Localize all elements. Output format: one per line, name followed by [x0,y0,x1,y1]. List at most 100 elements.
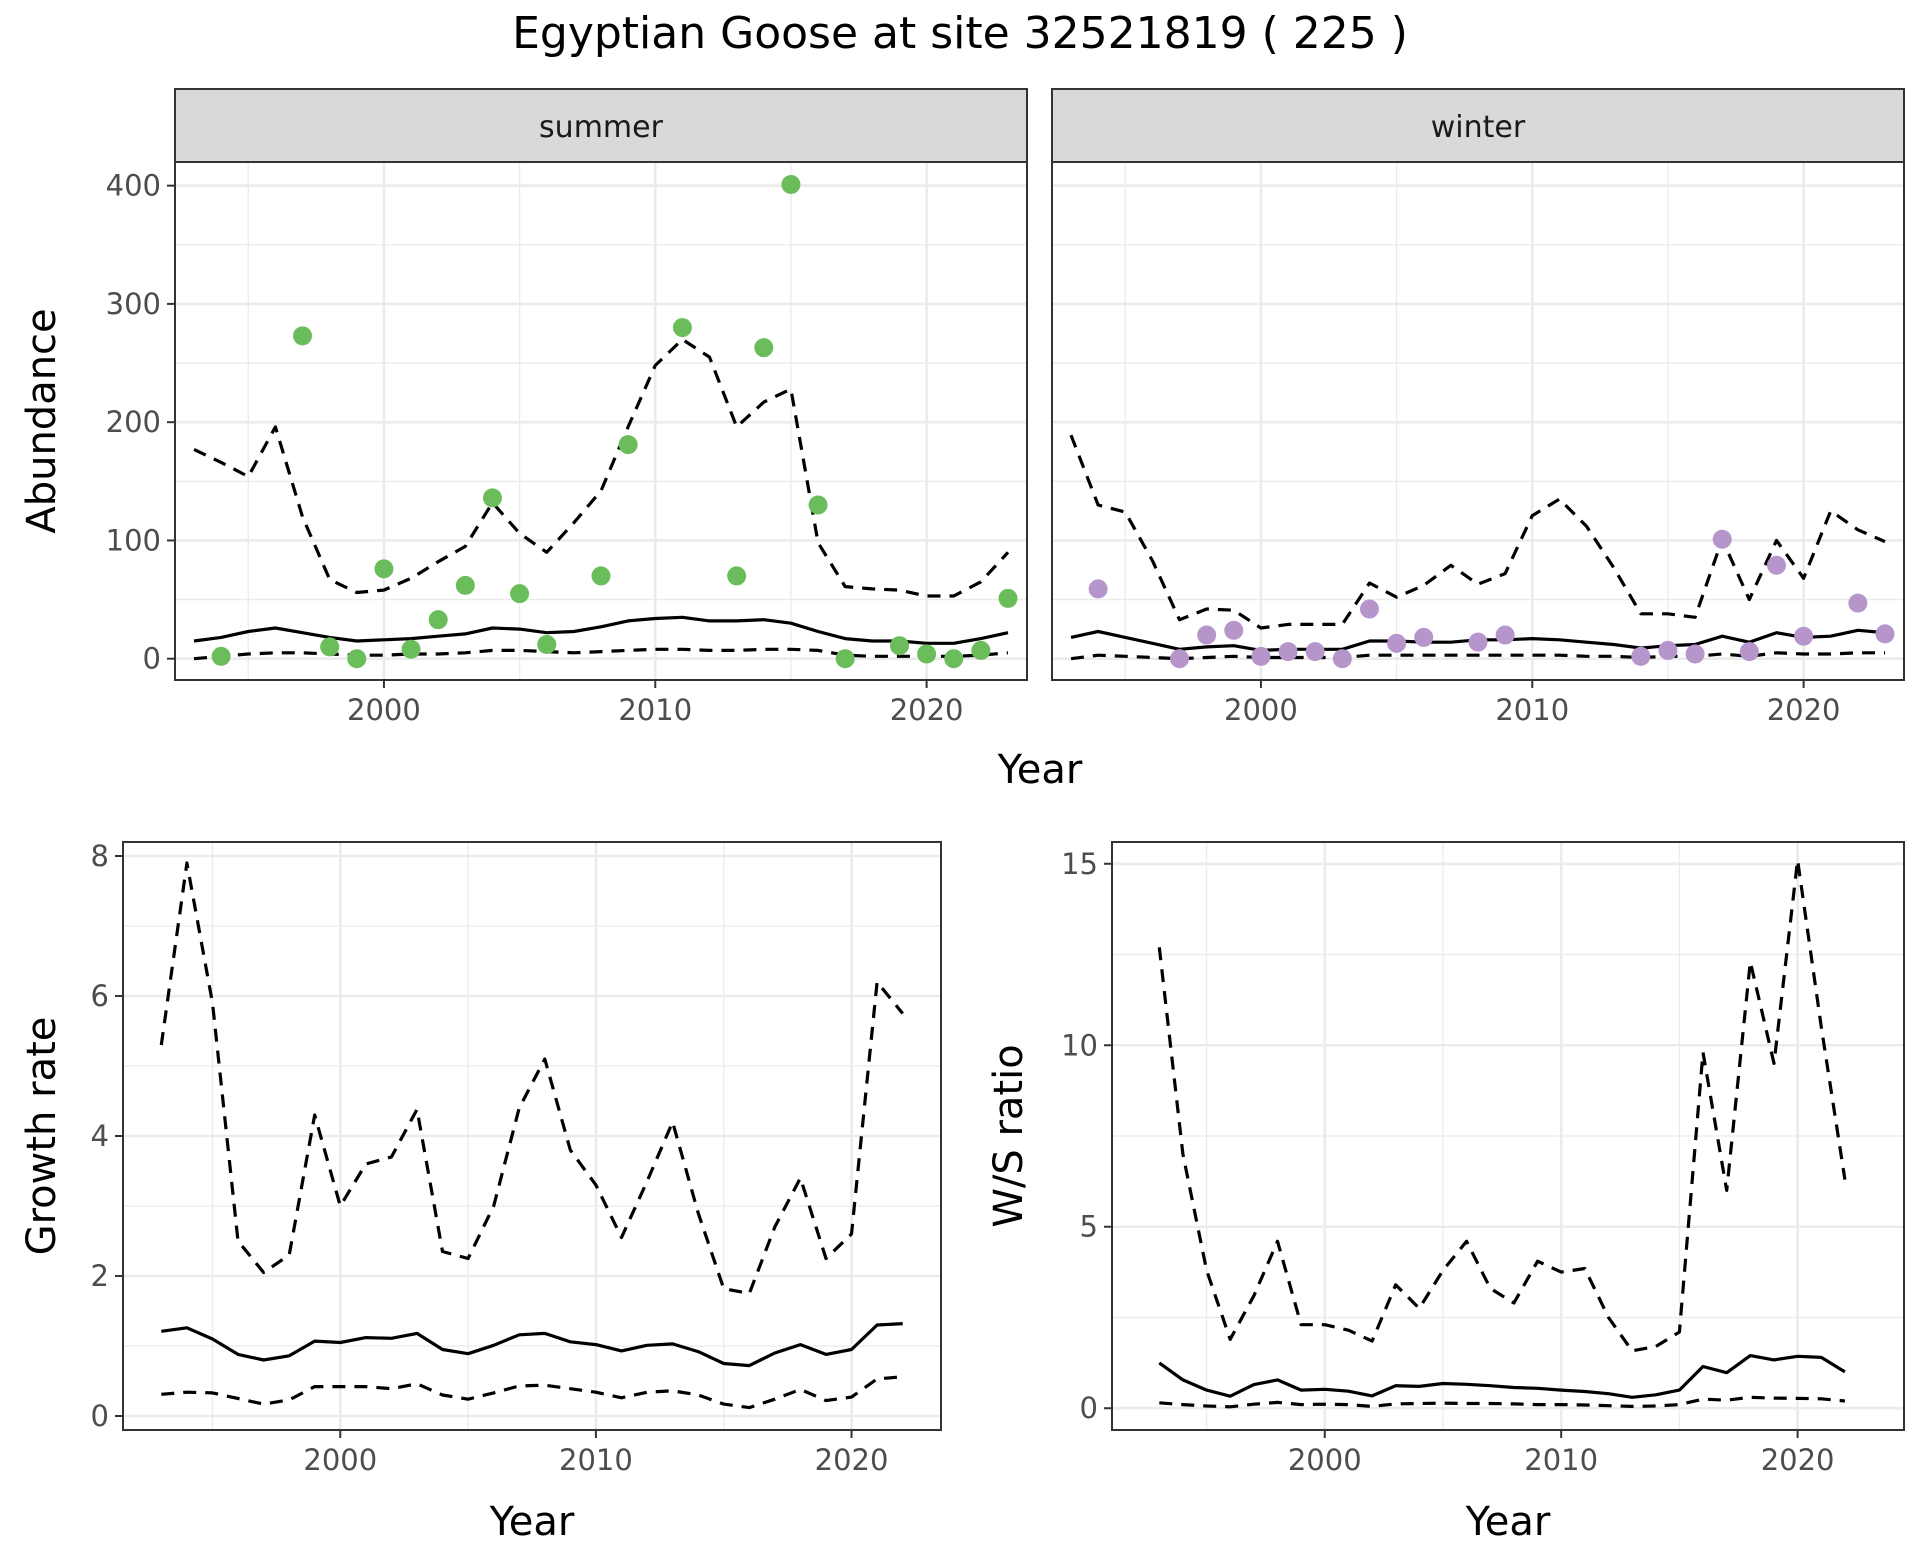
data-point [1387,633,1407,653]
series-line-lower [161,1375,903,1410]
data-point [1631,646,1651,666]
data-point [917,644,937,664]
data-point [1658,640,1678,660]
facet-strip [174,88,1028,163]
data-point [1414,627,1434,647]
x-tick-label: 2010 [618,693,692,727]
x-tick-label: 2000 [303,1443,377,1477]
data-point [618,435,638,455]
y-tick-label: 0 [91,1399,109,1433]
y-tick-label: 0 [143,642,161,676]
y-tick-label: 15 [1061,847,1098,881]
x-tick-label: 2010 [1524,1443,1598,1477]
data-point [1794,626,1814,646]
series-line-lower [1159,1395,1846,1409]
x-tick-label: 2020 [890,693,964,727]
y-tick-label: 100 [106,523,161,557]
data-point [808,495,828,515]
x-axis-title: Year [489,1499,575,1545]
series-line-lower [193,647,1009,661]
data-point [835,649,855,669]
data-point [1739,642,1759,662]
data-point [401,639,421,659]
data-point [455,575,475,595]
data-point [1197,625,1217,645]
panel-summer-abundance: summer 2000 2010 2020 0 100 200 300 400 Year Abund… [19,88,1083,793]
y-tick-label: 0 [1080,1391,1098,1425]
data-point [998,588,1018,608]
data-point [537,635,557,655]
series-line-upper [193,337,1010,598]
y-axis-title: Growth rate [19,1017,65,1256]
series-line-upper [159,861,904,1296]
y-tick-label: 4 [91,1119,109,1153]
data-point [754,338,774,358]
panel-growth-rate: 2000 2010 2020 0 2 4 6 8 Year Growth rate [19,839,942,1545]
data-point [1359,599,1379,619]
x-axis-title: Year [997,747,1083,793]
x-tick-label: 2010 [1495,693,1569,727]
data-point [1495,625,1515,645]
data-point [293,326,313,346]
series-line-mean [193,615,1009,645]
series-line-upper [1157,858,1847,1353]
data-point [1766,555,1786,575]
data-point [1685,644,1705,664]
facet-strip [1051,88,1905,163]
data-point [320,637,340,657]
data-point [1875,624,1895,644]
series-line-lower [1070,651,1885,661]
y-axis-title: Abundance [19,308,65,533]
y-tick-label: 8 [91,839,109,873]
data-point [944,649,964,669]
data-point [510,584,530,604]
series-line-mean [1158,1353,1846,1399]
panel-border [1111,841,1905,1431]
data-point [374,559,394,579]
data-point [1332,649,1352,669]
x-tick-label: 2020 [1767,693,1841,727]
facet-strip-label: summer [539,110,664,145]
y-tick-label: 2 [91,1259,109,1293]
data-point [1712,529,1732,549]
data-point [781,174,801,194]
panel-winter-abundance: winter 2000 2010 2020 [1051,88,1905,727]
y-tick-label: 300 [106,287,161,321]
y-tick-label: 200 [106,405,161,439]
data-point [672,318,692,338]
x-tick-label: 2020 [1761,1443,1835,1477]
x-tick-label: 2010 [559,1443,633,1477]
y-axis-title: W/S ratio [986,1044,1032,1227]
data-point [1170,649,1190,669]
y-tick-label: 6 [91,979,109,1013]
series-line-upper [1069,434,1886,630]
series-line-mean [161,1322,903,1368]
facet-strip-label: winter [1431,110,1526,145]
figure-title: Egyptian Goose at site 32521819 ( 225 ) [512,8,1408,59]
x-tick-label: 2000 [347,693,421,727]
data-point [428,610,448,630]
data-point [347,649,367,669]
x-axis-title: Year [1465,1499,1551,1545]
data-point [1278,642,1298,662]
data-point [1088,579,1108,599]
y-tick-label: 400 [106,169,161,203]
data-point [1305,642,1325,662]
data-point [1468,632,1488,652]
x-tick-label: 2000 [1224,693,1298,727]
data-point [1251,646,1271,666]
data-point [211,646,231,666]
y-tick-label: 5 [1080,1210,1098,1244]
data-point [591,566,611,586]
panel-ws-ratio: 2000 2010 2020 0 5 10 15 Year W/S ratio [986,841,1905,1545]
data-point [971,640,991,660]
data-point [727,566,747,586]
x-tick-label: 2020 [815,1443,889,1477]
x-tick-label: 2000 [1288,1443,1362,1477]
data-point [1848,593,1868,613]
data-point [1224,620,1244,640]
y-tick-label: 10 [1061,1028,1098,1062]
data-point [889,636,909,656]
data-point [482,488,502,508]
